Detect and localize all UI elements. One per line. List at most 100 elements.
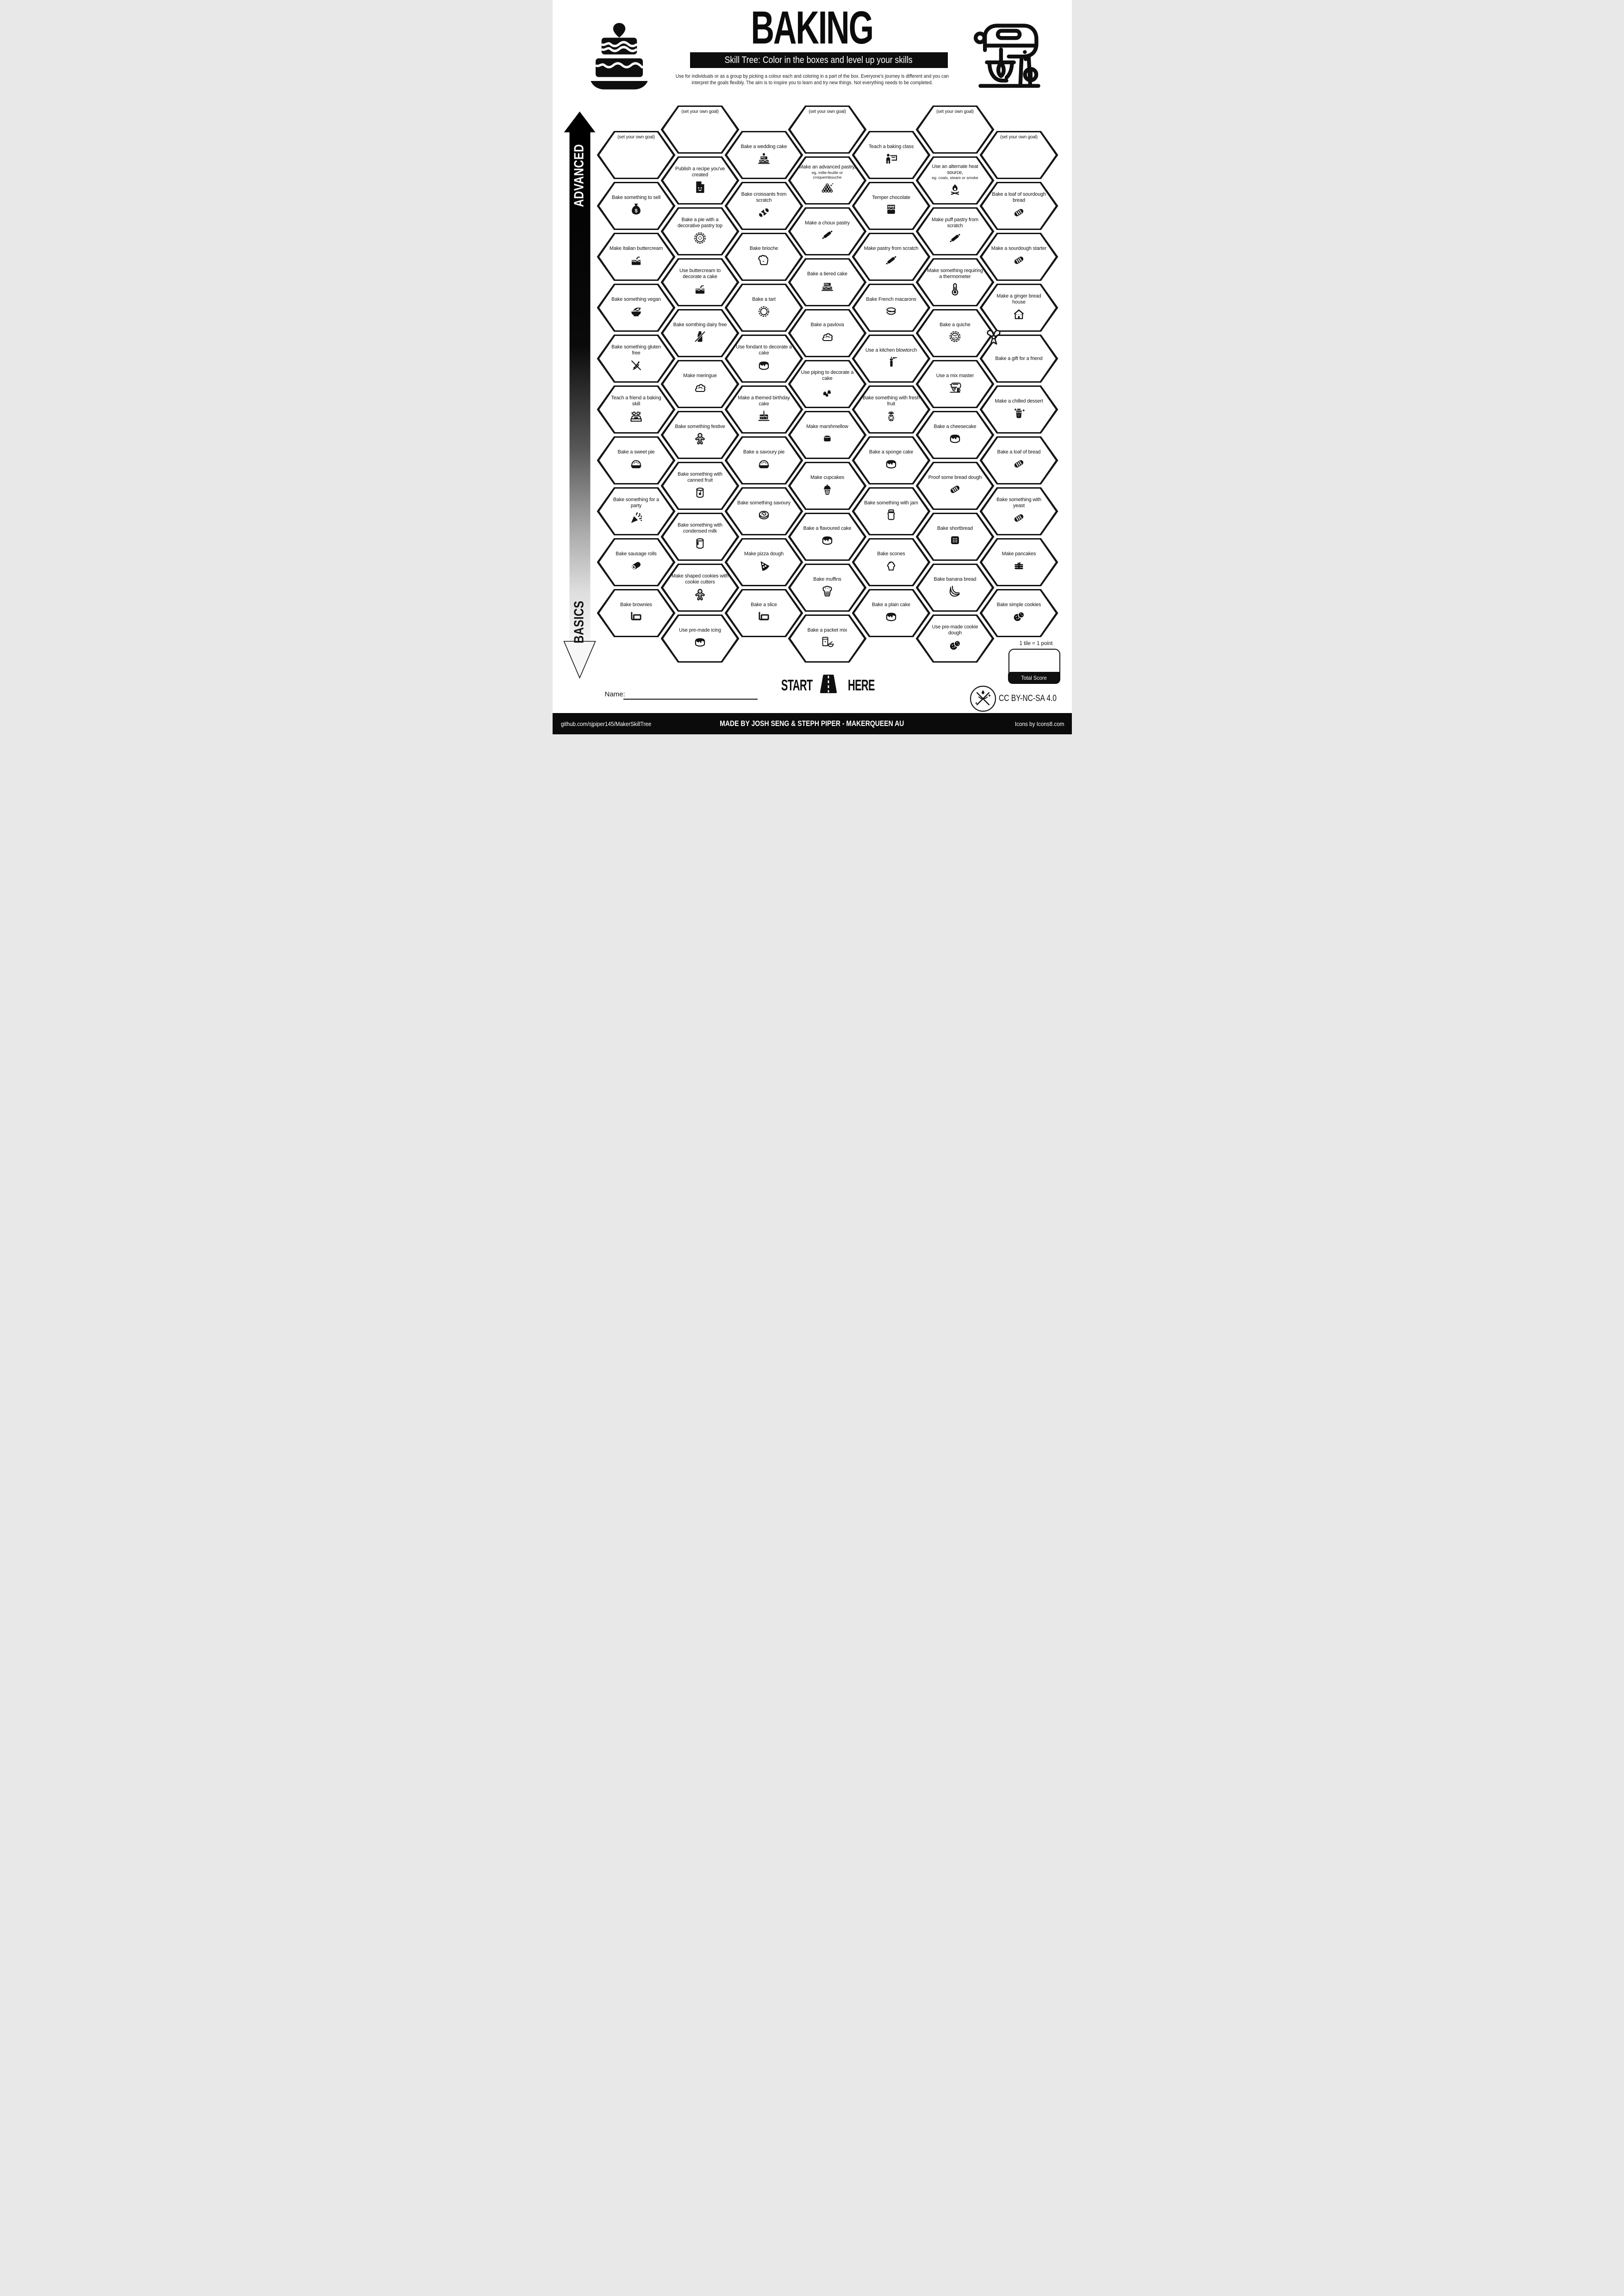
total-score-box[interactable]: Total Score bbox=[1008, 649, 1060, 684]
hex-tile[interactable]: Bake scones bbox=[852, 538, 931, 586]
hex-tile[interactable]: Make a themed birthday cake bbox=[724, 385, 803, 434]
hex-tile[interactable]: Bake a cheesecake bbox=[915, 411, 995, 459]
hex-fill-area[interactable]: Bake something with condensed milk bbox=[663, 514, 737, 559]
hex-tile[interactable]: Make pizza dough bbox=[724, 538, 803, 586]
hex-fill-area[interactable]: Bake banana bread bbox=[918, 565, 992, 610]
hex-tile-goal[interactable]: (set your own goal) bbox=[788, 105, 867, 154]
hex-fill-area[interactable]: Publish a recipe you've created bbox=[663, 158, 737, 203]
hex-fill-area[interactable]: Bake a sweet pie bbox=[599, 438, 673, 483]
hex-fill-area[interactable]: Bake shortbread bbox=[918, 514, 992, 559]
hex-tile[interactable]: Bake a quiche bbox=[915, 309, 995, 357]
hex-fill-area[interactable]: Make a choux pastry bbox=[790, 209, 864, 254]
hex-fill-area[interactable]: Make meringue bbox=[663, 361, 737, 407]
hex-tile[interactable]: Bake a tiered cake bbox=[788, 258, 867, 306]
hex-fill-area[interactable]: Proof some bread dough bbox=[918, 463, 992, 509]
hex-fill-area[interactable]: (set your own goal) bbox=[599, 132, 673, 178]
hex-tile[interactable]: Use pre-made cookie dough bbox=[915, 614, 995, 663]
hex-fill-area[interactable]: Make something requiring a thermometer bbox=[918, 260, 992, 305]
hex-tile[interactable]: Bake a sweet pie bbox=[597, 436, 676, 484]
hex-tile[interactable]: Use a kitchen blowtorch bbox=[852, 335, 931, 383]
hex-fill-area[interactable]: Use a mix master bbox=[918, 361, 992, 407]
hex-fill-area[interactable]: Bake a cheesecake bbox=[918, 412, 992, 458]
hex-tile-goal[interactable]: (set your own goal) bbox=[979, 131, 1058, 179]
hex-fill-area[interactable]: Bake a wedding cake bbox=[727, 132, 801, 178]
hex-fill-area[interactable]: Bake a pie with a decorative pastry top bbox=[663, 209, 737, 254]
hex-tile[interactable]: Make pancakes bbox=[979, 538, 1058, 586]
hex-tile[interactable]: Bake a wedding cake bbox=[724, 131, 803, 179]
hex-fill-area[interactable]: Bake simple cookies bbox=[982, 590, 1056, 636]
hex-tile[interactable]: Proof some bread dough bbox=[915, 462, 995, 510]
hex-tile[interactable]: Bake muffins bbox=[788, 564, 867, 612]
hex-tile[interactable]: Bake something savoury bbox=[724, 487, 803, 535]
hex-fill-area[interactable]: Make cupcakes bbox=[790, 463, 864, 509]
hex-fill-area[interactable]: Bake sausage rolls bbox=[599, 540, 673, 585]
hex-fill-area[interactable]: Bake something for a party bbox=[599, 489, 673, 534]
hex-tile[interactable]: Bake a savoury pie bbox=[724, 436, 803, 484]
hex-fill-area[interactable]: Bake a plain cake bbox=[854, 590, 928, 636]
hex-tile[interactable]: Bake a tart bbox=[724, 284, 803, 332]
hex-fill-area[interactable]: Bake a savoury pie bbox=[727, 438, 801, 483]
hex-fill-area[interactable]: Bake something to sell $ bbox=[599, 183, 673, 229]
hex-tile[interactable]: Use pre-made icing bbox=[660, 614, 740, 663]
hex-fill-area[interactable]: Bake a sponge cake bbox=[854, 438, 928, 483]
hex-tile[interactable]: Teach a baking class bbox=[852, 131, 931, 179]
hex-tile[interactable]: Teach a friend a baking skill bbox=[597, 385, 676, 434]
hex-fill-area[interactable]: Use pre-made icing bbox=[663, 616, 737, 661]
hex-fill-area[interactable]: Make an advanced pastry, eg. mille-feuill… bbox=[790, 158, 864, 203]
hex-tile[interactable]: Make a ginger bread house bbox=[979, 284, 1058, 332]
hex-tile[interactable]: Bake something to sell $ bbox=[597, 182, 676, 230]
hex-fill-area[interactable]: Make shaped cookies with cookie cutters bbox=[663, 565, 737, 610]
hex-fill-area[interactable]: Make marshmellow bbox=[790, 412, 864, 458]
hex-tile-goal[interactable]: (set your own goal) bbox=[915, 105, 995, 154]
hex-fill-area[interactable]: Bake something festive bbox=[663, 412, 737, 458]
hex-tile[interactable]: Bake a slice bbox=[724, 589, 803, 637]
hex-tile[interactable]: Make a chilled dessert bbox=[979, 385, 1058, 434]
hex-tile[interactable]: Bake a pie with a decorative pastry top bbox=[660, 207, 740, 255]
hex-fill-area[interactable]: Make a sourdough starter bbox=[982, 234, 1056, 279]
hex-tile[interactable]: Make marshmellow bbox=[788, 411, 867, 459]
hex-fill-area[interactable]: Make Italian buttercream bbox=[599, 234, 673, 279]
hex-fill-area[interactable]: Make pastry from scratch bbox=[854, 234, 928, 279]
hex-tile[interactable]: Bake something for a party bbox=[597, 487, 676, 535]
hex-fill-area[interactable]: Bake somthing dairy free bbox=[663, 310, 737, 356]
hex-tile[interactable]: Use buttercream to decorate a cake bbox=[660, 258, 740, 306]
hex-fill-area[interactable]: Use fondant to decorate a cake bbox=[727, 336, 801, 381]
hex-tile[interactable]: Bake something vegan bbox=[597, 284, 676, 332]
hex-tile[interactable]: Bake a gift for a friend bbox=[979, 329, 1058, 383]
hex-fill-area[interactable]: Bake a loaf of sourdough bread bbox=[982, 183, 1056, 229]
hex-tile[interactable]: Make shaped cookies with cookie cutters bbox=[660, 564, 740, 612]
hex-fill-area[interactable]: Bake brioche bbox=[727, 234, 801, 279]
hex-fill-area[interactable]: Bake a loaf of bread bbox=[982, 438, 1056, 483]
hex-fill-area[interactable]: Temper chocolate bbox=[854, 183, 928, 229]
hex-tile-goal[interactable]: (set your own goal) bbox=[597, 131, 676, 179]
name-input-line[interactable] bbox=[623, 699, 758, 700]
hex-fill-area[interactable]: (set your own goal) bbox=[918, 107, 992, 152]
hex-fill-area[interactable]: Use a kitchen blowtorch bbox=[854, 336, 928, 381]
hex-tile[interactable]: Bake a loaf of bread bbox=[979, 436, 1058, 484]
hex-tile[interactable]: Bake simple cookies bbox=[979, 589, 1058, 637]
hex-tile-goal[interactable]: (set your own goal) bbox=[660, 105, 740, 154]
hex-fill-area[interactable]: Bake scones bbox=[854, 540, 928, 585]
hex-tile[interactable]: Bake brownies bbox=[597, 589, 676, 637]
hex-fill-area[interactable]: Use buttercream to decorate a cake bbox=[663, 260, 737, 305]
hex-fill-area[interactable]: Bake a flavoured cake bbox=[790, 514, 864, 559]
hex-tile[interactable]: Bake a pavlova bbox=[788, 309, 867, 357]
hex-fill-area[interactable]: Bake something savoury bbox=[727, 489, 801, 534]
hex-tile[interactable]: Make a choux pastry bbox=[788, 207, 867, 255]
hex-tile[interactable]: Bake something gluten free bbox=[597, 335, 676, 383]
hex-tile[interactable]: Bake a flavoured cake bbox=[788, 513, 867, 561]
hex-tile[interactable]: Bake somthing dairy free bbox=[660, 309, 740, 357]
hex-fill-area[interactable]: Bake French macarons bbox=[854, 285, 928, 330]
hex-tile[interactable]: Make a sourdough starter bbox=[979, 233, 1058, 281]
hex-fill-area[interactable]: Make a ginger bread house bbox=[982, 285, 1056, 330]
hex-tile[interactable]: Use an alternate heat source, eg. coals, … bbox=[915, 156, 995, 205]
hex-tile[interactable]: Publish a recipe you've created bbox=[660, 156, 740, 205]
hex-tile[interactable]: Use a mix master bbox=[915, 360, 995, 408]
hex-fill-area[interactable]: Make puff pastry from scratch bbox=[918, 209, 992, 254]
hex-fill-area[interactable]: Teach a friend a baking skill bbox=[599, 387, 673, 432]
hex-fill-area[interactable]: Bake a pavlova bbox=[790, 310, 864, 356]
hex-fill-area[interactable]: Use piping to decorate a cake bbox=[790, 361, 864, 407]
hex-tile[interactable]: Bake brioche bbox=[724, 233, 803, 281]
hex-tile[interactable]: Make something requiring a thermometer bbox=[915, 258, 995, 306]
hex-fill-area[interactable]: Make pizza dough bbox=[727, 540, 801, 585]
